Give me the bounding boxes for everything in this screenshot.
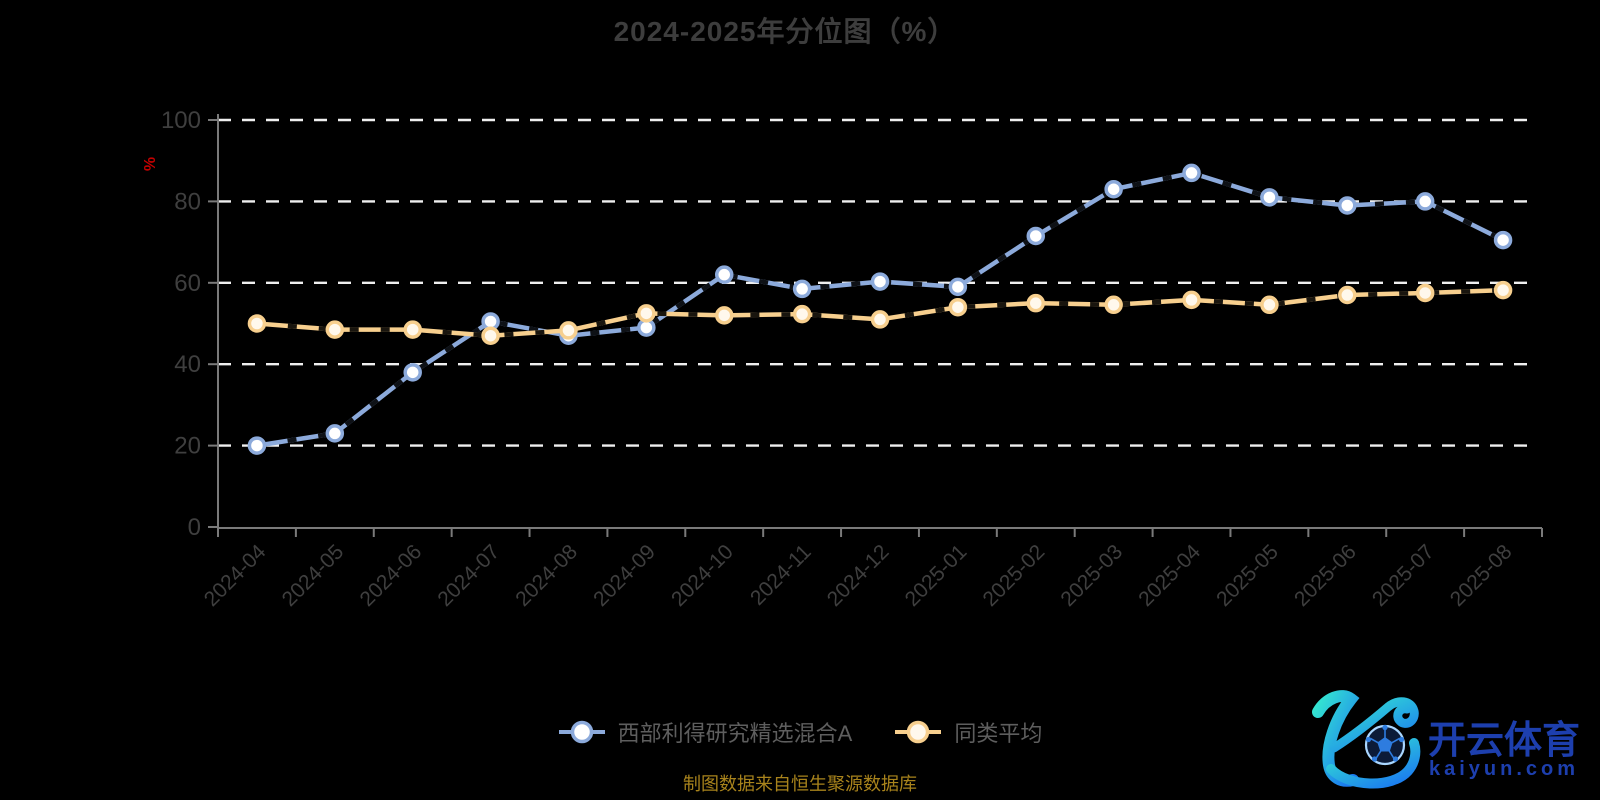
- legend-item-0[interactable]: 西部利得研究精选混合A: [558, 716, 853, 748]
- data-point-s1-2024-04[interactable]: [247, 314, 267, 333]
- data-point-s1-2024-12[interactable]: [870, 310, 890, 329]
- x-axis-tick-label: 2025-07: [1368, 540, 1439, 611]
- chart-title: 2024-2025年分位图（%）: [613, 16, 957, 47]
- data-point-s0-2024-11[interactable]: [792, 279, 812, 299]
- data-point-s1-2024-08[interactable]: [559, 321, 578, 340]
- x-axis-tick-label: 2024-10: [667, 540, 738, 611]
- y-axis-unit-label: %: [142, 157, 159, 171]
- x-axis-tick-label: 2025-04: [1134, 540, 1205, 611]
- y-axis-tick-label: 40: [174, 351, 201, 378]
- data-point-s1-2025-01[interactable]: [948, 297, 968, 317]
- legend-marker-icon: [558, 720, 605, 744]
- legend-marker-icon: [895, 720, 942, 744]
- data-point-s1-2024-05[interactable]: [325, 320, 345, 339]
- data-point-s1-2025-06[interactable]: [1338, 285, 1357, 305]
- data-point-s0-2025-05[interactable]: [1260, 188, 1279, 207]
- data-point-s1-2025-05[interactable]: [1260, 295, 1279, 315]
- legend-label: 同类平均: [954, 721, 1043, 746]
- x-axis-tick-label: 2024-12: [823, 540, 894, 611]
- data-point-s0-2024-10[interactable]: [714, 265, 734, 284]
- data-point-s1-2024-11[interactable]: [792, 304, 812, 324]
- data-point-s1-2024-10[interactable]: [714, 306, 734, 325]
- data-point-s1-2024-09[interactable]: [637, 304, 656, 323]
- x-axis-tick-label: 2024-06: [355, 540, 426, 611]
- data-point-s1-2025-03[interactable]: [1104, 295, 1123, 315]
- x-axis-tick-label: 2025-08: [1446, 540, 1517, 611]
- data-point-s0-2024-06[interactable]: [403, 363, 422, 382]
- data-point-s0-2025-01[interactable]: [948, 277, 968, 297]
- logo-k-mark: [1312, 690, 1421, 789]
- data-point-s1-2024-06[interactable]: [403, 320, 422, 339]
- data-point-s0-2025-04[interactable]: [1182, 163, 1201, 183]
- y-axis-tick-label: 60: [174, 270, 201, 297]
- logo-brand-text: 开云体育: [1428, 720, 1580, 762]
- data-point-s0-2025-02[interactable]: [1026, 226, 1046, 246]
- x-axis-tick-label: 2024-08: [511, 540, 582, 611]
- logo-domain-text: kaiyun.com: [1429, 758, 1579, 780]
- legend: 西部利得研究精选混合A 同类平均: [0, 716, 1600, 748]
- data-point-s1-2025-07[interactable]: [1415, 283, 1435, 303]
- legend-item-1[interactable]: 同类平均: [894, 716, 1042, 748]
- x-axis-tick-label: 2025-06: [1290, 540, 1361, 611]
- legend-label: 西部利得研究精选混合A: [617, 721, 853, 746]
- data-point-s0-2025-08[interactable]: [1493, 230, 1513, 250]
- data-point-s1-2025-02[interactable]: [1026, 293, 1046, 313]
- data-point-s0-2025-06[interactable]: [1338, 196, 1357, 215]
- x-axis-tick-label: 2024-09: [589, 540, 660, 611]
- kaiyun-logo[interactable]: 开云体育 kaiyun.com: [1298, 686, 1598, 790]
- data-point-s0-2024-12[interactable]: [870, 272, 890, 291]
- series-line-0: [254, 170, 1506, 448]
- x-axis-tick-label: 2024-07: [433, 540, 504, 611]
- data-point-s1-2025-08[interactable]: [1493, 280, 1513, 300]
- y-axis-tick-label: 80: [174, 188, 201, 215]
- x-axis-tick-label: 2025-03: [1056, 540, 1127, 611]
- series-line-dash-overlay-0: [256, 170, 1505, 448]
- data-point-s0-2025-03[interactable]: [1104, 179, 1123, 199]
- x-axis-tick-label: 2024-05: [278, 540, 349, 611]
- y-axis-tick-label: 100: [161, 107, 201, 134]
- data-point-s0-2025-07[interactable]: [1415, 192, 1435, 211]
- data-point-s0-2024-05[interactable]: [325, 424, 345, 443]
- data-point-s0-2024-04[interactable]: [247, 436, 267, 455]
- data-source-note: 制图数据来自恒生聚源数据库: [683, 774, 917, 794]
- x-axis-tick-label: 2025-05: [1212, 540, 1283, 611]
- x-axis-tick-label: 2024-04: [200, 540, 271, 611]
- data-point-s1-2025-04[interactable]: [1182, 290, 1201, 310]
- x-axis-tick-label: 2025-01: [901, 540, 972, 611]
- x-axis-tick-label: 2025-02: [979, 540, 1050, 611]
- y-axis-tick-label: 20: [174, 433, 201, 460]
- y-axis-tick-label: 0: [188, 514, 201, 541]
- x-axis-tick-label: 2024-11: [746, 540, 816, 610]
- data-point-s1-2024-07[interactable]: [481, 326, 500, 345]
- soccer-ball-icon: [1364, 724, 1406, 766]
